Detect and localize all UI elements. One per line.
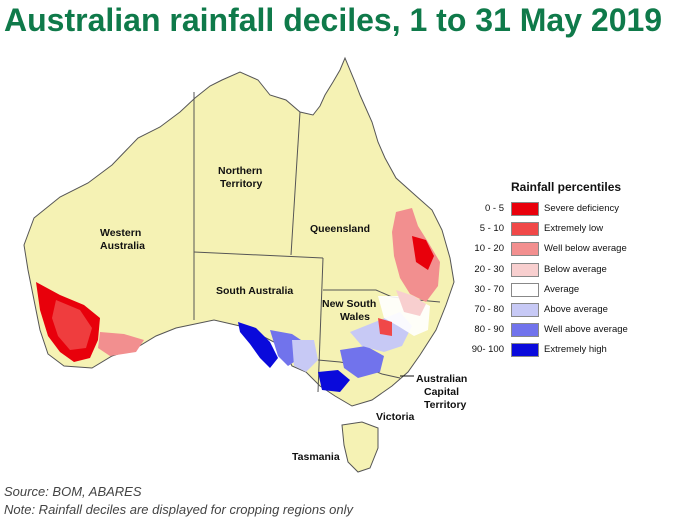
legend-label: Extremely high <box>544 344 607 356</box>
legend-item: 70 - 80 Above average <box>466 303 656 317</box>
sa-east-border <box>317 257 324 393</box>
sa-cropping-above <box>292 340 318 372</box>
legend-swatch <box>511 222 539 237</box>
qld-cropping-below <box>396 290 426 316</box>
label-victoria: Victoria <box>376 411 414 423</box>
sa-cropping-extremely-high <box>238 322 278 368</box>
nt-sa-border <box>193 251 324 259</box>
legend-range: 5 - 10 <box>479 223 504 235</box>
cropping-note: Note: Rainfall deciles are displayed for… <box>4 502 354 517</box>
legend-item: 30 - 70 Average <box>466 282 656 297</box>
wa-cropping-low <box>52 300 92 350</box>
label-act: Australian Capital Territory <box>416 373 467 411</box>
label-new-south-wales: New South Wales <box>322 298 376 323</box>
legend-label: Average <box>544 283 580 295</box>
legend-item: 80 - 90 Well above average <box>466 323 656 338</box>
label-south-australia: South Australia <box>216 285 293 297</box>
legend-swatch <box>511 323 539 338</box>
legend-swatch <box>511 282 539 297</box>
legend-range: 80 - 90 <box>474 324 504 336</box>
legend-item: 90- 100 Extremely high <box>466 343 656 358</box>
label-queensland: Queensland <box>310 223 370 235</box>
legend-label: Above average <box>544 304 608 315</box>
legend-range: 70 - 80 <box>474 304 504 315</box>
legend-label: Severe deficiency <box>544 203 619 214</box>
nt-qld-border <box>290 111 301 256</box>
page-title: Australian rainfall deciles, 1 to 31 May… <box>4 2 663 38</box>
legend-label: Below average <box>544 263 607 275</box>
wa-cropping-below <box>98 332 144 356</box>
legend-title: Rainfall percentiles <box>511 180 622 194</box>
label-tasmania: Tasmania <box>292 451 340 463</box>
legend-range: 10 - 20 <box>474 243 504 255</box>
source-note: Source: BOM, ABARES <box>4 484 142 499</box>
legend-label: Well below average <box>544 243 627 255</box>
legend-swatch <box>511 262 539 277</box>
legend-label: Extremely low <box>544 223 604 235</box>
legend-swatch <box>511 303 539 317</box>
legend-swatch <box>511 202 539 216</box>
legend-item: 10 - 20 Well below average <box>466 242 656 257</box>
legend-range: 20 - 30 <box>474 263 504 275</box>
vic-cropping-extremely-high <box>318 370 350 392</box>
legend-swatch <box>511 343 539 358</box>
legend-item: 20 - 30 Below average <box>466 262 656 277</box>
legend-item: 0 - 5 Severe deficiency <box>466 202 656 216</box>
legend-range: 0 - 5 <box>484 203 504 214</box>
vic-cropping-well-above <box>340 346 384 378</box>
legend-item: 5 - 10 Extremely low <box>466 222 656 237</box>
qld-cropping-deficiency <box>412 236 434 270</box>
legend-swatch <box>511 242 539 257</box>
mainland-australia <box>23 56 455 407</box>
label-northern-territory: Northern Territory <box>218 165 263 190</box>
legend-label: Well above average <box>544 324 628 336</box>
legend-range: 90- 100 <box>471 344 504 356</box>
tasmania-island <box>341 421 379 473</box>
label-western-australia: Western Australia <box>100 227 145 252</box>
legend-range: 30 - 70 <box>474 283 504 295</box>
nsw-cropping-low <box>378 318 392 336</box>
